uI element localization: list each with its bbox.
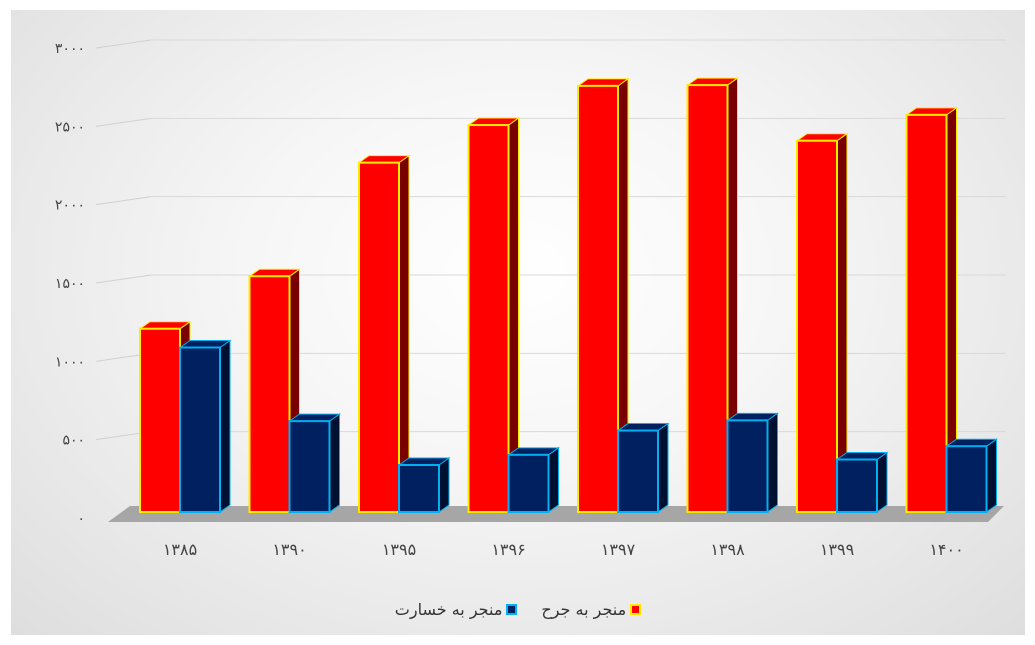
bar-chart: ۰ ۵۰۰ ۱۰۰۰ ۱۵۰۰ ۲۰۰۰ ۲۵۰۰ ۳۰۰۰ ۱۳۸۵ ۱۳۹۰ ۱۳۹۵ ۱۳۹۶…	[55, 39, 1006, 559]
y-tick-label: ۳۰۰۰	[55, 41, 85, 57]
x-tick-label: ۱۳۹۷	[601, 540, 636, 559]
bar	[288, 420, 331, 513]
x-tick-label: ۱۳۹۹	[820, 540, 854, 559]
bar-side	[986, 438, 997, 513]
y-tick-label: ۱۰۰۰	[55, 354, 85, 370]
bar	[726, 419, 769, 514]
bar	[796, 139, 838, 513]
bar	[945, 445, 988, 514]
bar	[358, 161, 400, 513]
gridline-depth	[95, 39, 152, 49]
bar	[577, 84, 619, 513]
bar-side	[876, 451, 888, 513]
y-tick-label: ۲۰۰۰	[55, 198, 85, 214]
x-tick-label: ۱۳۹۶	[491, 540, 525, 559]
x-tick-label: ۱۳۹۸	[710, 540, 745, 559]
bar	[398, 464, 440, 513]
bar	[905, 113, 948, 513]
bar	[507, 453, 550, 514]
bar	[179, 346, 221, 513]
y-tick-label: ۰	[77, 511, 85, 527]
legend: منجر به جرح منجر به خسارت	[11, 600, 1025, 619]
x-tick-label: ۱۴۰۰	[929, 540, 963, 559]
legend-swatch-injury	[630, 604, 642, 615]
bar	[467, 124, 510, 514]
gridline-depth	[95, 196, 152, 206]
x-tick-label: ۱۳۸۵	[163, 540, 197, 559]
x-tick-label: ۱۳۹۰	[272, 540, 306, 559]
chart-area: ۰ ۵۰۰ ۱۰۰۰ ۱۵۰۰ ۲۰۰۰ ۲۵۰۰ ۳۰۰۰ ۱۳۸۵ ۱۳۹۰ ۱۳۹۵ ۱۳۹۶…	[11, 10, 1025, 635]
legend-item-damage: منجر به خسارت	[395, 600, 518, 619]
bar-side	[329, 413, 340, 513]
gridline-depth	[95, 117, 152, 127]
bar-side	[438, 457, 450, 513]
legend-swatch-damage	[506, 604, 518, 615]
legend-item-injury: منجر به جرح	[541, 600, 642, 619]
bar-side	[657, 422, 669, 513]
bar	[248, 275, 291, 514]
gridline-depth	[95, 274, 152, 284]
bar	[686, 84, 729, 513]
bar	[836, 458, 878, 513]
y-tick-label: ۲۵۰۰	[55, 119, 85, 135]
y-tick-label: ۵۰۰	[62, 433, 85, 449]
bar	[139, 327, 181, 514]
legend-label-injury: منجر به جرح	[541, 600, 627, 619]
legend-label-damage: منجر به خسارت	[394, 600, 503, 619]
y-tick-label: ۱۵۰۰	[55, 276, 85, 292]
bar-side	[219, 339, 231, 513]
bar-side	[548, 446, 559, 513]
bar-side	[767, 412, 778, 513]
bar	[617, 429, 659, 513]
x-tick-label: ۱۳۹۵	[382, 540, 416, 559]
